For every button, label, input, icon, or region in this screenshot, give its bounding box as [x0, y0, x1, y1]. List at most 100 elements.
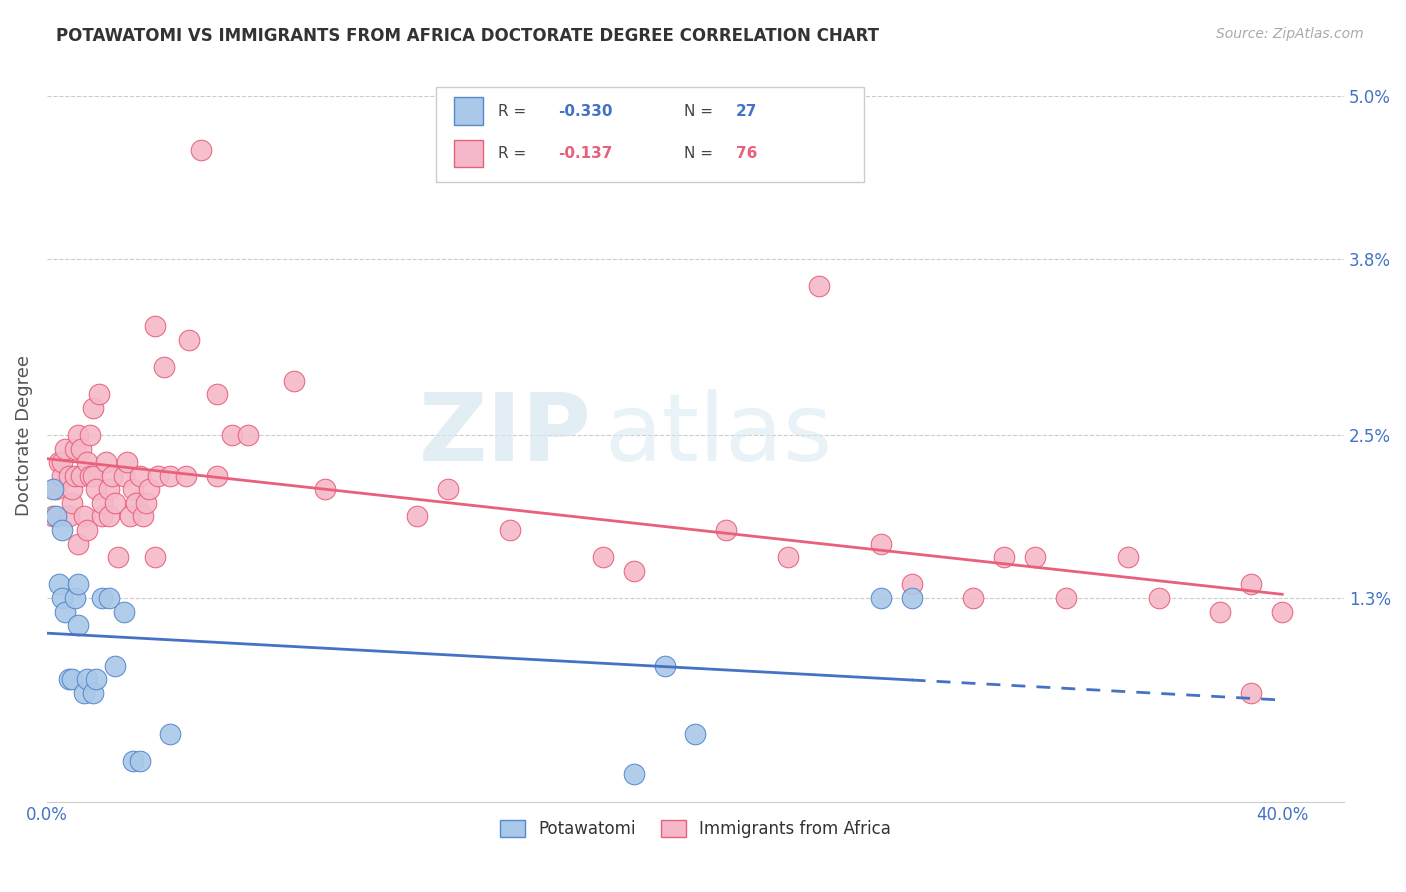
Point	[45, 483, 67, 497]
Point	[112, 468, 135, 483]
Legend: Potawatomi, Immigrants from Africa: Potawatomi, Immigrants from Africa	[494, 813, 897, 845]
Text: -0.330: -0.330	[558, 103, 613, 119]
Text: R =: R =	[498, 103, 526, 119]
Text: 76: 76	[735, 146, 756, 161]
Point	[79, 468, 101, 483]
Point	[84, 483, 107, 497]
Point	[76, 523, 98, 537]
Point	[91, 509, 114, 524]
Point	[122, 483, 145, 497]
Point	[76, 455, 98, 469]
Point	[66, 618, 89, 632]
Point	[107, 550, 129, 565]
Text: N =: N =	[683, 146, 713, 161]
Point	[128, 754, 150, 768]
Point	[84, 673, 107, 687]
Point	[120, 509, 142, 524]
Point	[58, 509, 80, 524]
Point	[716, 523, 738, 537]
Point	[900, 591, 922, 605]
Point	[112, 605, 135, 619]
Point	[236, 428, 259, 442]
Point	[97, 591, 120, 605]
Text: Source: ZipAtlas.com: Source: ZipAtlas.com	[1216, 27, 1364, 41]
Point	[1147, 591, 1170, 605]
Point	[73, 509, 96, 524]
Point	[205, 387, 228, 401]
Point	[97, 483, 120, 497]
Point	[1271, 605, 1294, 619]
Point	[58, 468, 80, 483]
Point	[91, 496, 114, 510]
Point	[48, 455, 70, 469]
Point	[499, 523, 522, 537]
Point	[143, 319, 166, 334]
Point	[623, 564, 645, 578]
Point	[66, 428, 89, 442]
Point	[42, 483, 65, 497]
Point	[135, 496, 157, 510]
Bar	[436, 87, 865, 182]
Point	[122, 754, 145, 768]
Point	[654, 658, 676, 673]
Point	[48, 577, 70, 591]
Point	[104, 496, 127, 510]
Point	[115, 455, 138, 469]
Point	[962, 591, 984, 605]
Text: ZIP: ZIP	[419, 389, 592, 481]
Point	[623, 767, 645, 781]
Point	[283, 374, 305, 388]
Point	[131, 509, 153, 524]
Point	[60, 673, 83, 687]
Point	[174, 468, 197, 483]
Point	[91, 591, 114, 605]
Point	[51, 591, 73, 605]
Point	[70, 468, 93, 483]
Point	[1240, 686, 1263, 700]
Point	[177, 333, 200, 347]
Point	[1116, 550, 1139, 565]
Point	[437, 483, 460, 497]
Point	[100, 468, 122, 483]
Bar	[454, 97, 482, 125]
Point	[82, 686, 104, 700]
Point	[807, 278, 830, 293]
Point	[592, 550, 614, 565]
Point	[993, 550, 1015, 565]
Y-axis label: Doctorate Degree: Doctorate Degree	[15, 354, 32, 516]
Point	[869, 536, 891, 550]
Point	[55, 605, 77, 619]
Text: -0.137: -0.137	[558, 146, 613, 161]
Point	[146, 468, 169, 483]
Point	[60, 496, 83, 510]
Point	[58, 673, 80, 687]
Point	[97, 509, 120, 524]
Text: 27: 27	[735, 103, 756, 119]
Point	[82, 468, 104, 483]
Point	[63, 468, 86, 483]
Point	[314, 483, 336, 497]
Point	[153, 360, 176, 375]
Point	[63, 591, 86, 605]
Point	[104, 658, 127, 673]
Bar	[454, 140, 482, 168]
Point	[125, 496, 148, 510]
Point	[55, 442, 77, 456]
Point	[51, 455, 73, 469]
Point	[94, 455, 117, 469]
Point	[1240, 577, 1263, 591]
Point	[221, 428, 243, 442]
Point	[1054, 591, 1077, 605]
Point	[79, 428, 101, 442]
Point	[159, 468, 181, 483]
Point	[685, 727, 707, 741]
Point	[143, 550, 166, 565]
Point	[42, 509, 65, 524]
Point	[45, 509, 67, 524]
Text: atlas: atlas	[605, 389, 832, 481]
Text: POTAWATOMI VS IMMIGRANTS FROM AFRICA DOCTORATE DEGREE CORRELATION CHART: POTAWATOMI VS IMMIGRANTS FROM AFRICA DOC…	[56, 27, 879, 45]
Point	[51, 523, 73, 537]
Point	[138, 483, 160, 497]
Point	[1209, 605, 1232, 619]
Point	[66, 577, 89, 591]
